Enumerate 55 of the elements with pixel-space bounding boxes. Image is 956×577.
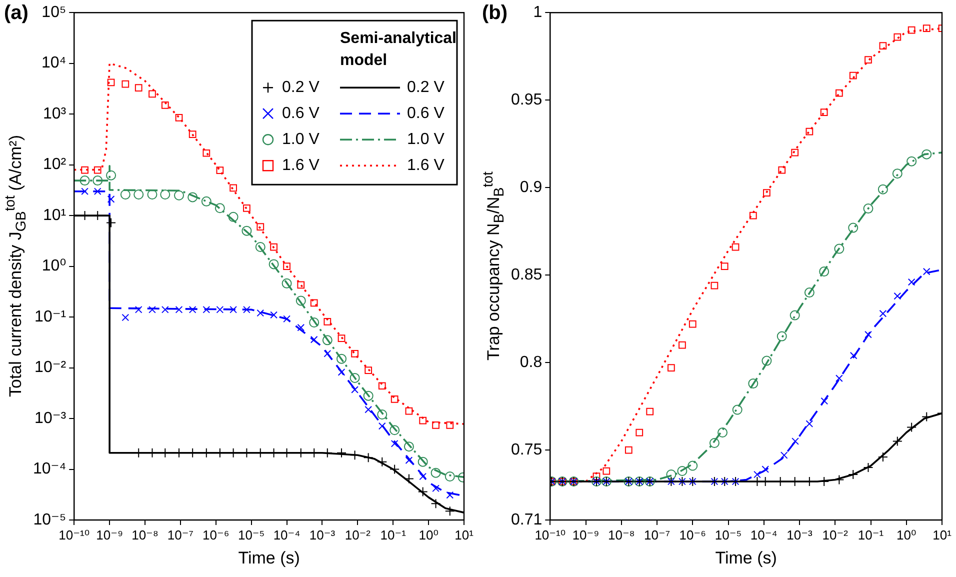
y-tick-label: 0.71 xyxy=(511,511,542,528)
x-tick-label: 10⁻⁴ xyxy=(750,527,778,542)
y-tick-label: 0.9 xyxy=(520,178,542,196)
legend-label: 0.6 V xyxy=(407,105,445,122)
y-tick-label: 10³ xyxy=(42,105,67,122)
x-tick-label: 10⁻³ xyxy=(786,527,813,542)
x-tick-label: 10⁻² xyxy=(822,527,849,542)
x-tick-label: 10¹ xyxy=(454,527,474,542)
y-tick-label: 10⁻⁴ xyxy=(32,460,66,478)
x-tick-label: 10⁻⁷ xyxy=(167,527,194,542)
x-tick-label: 10⁻¹⁰ xyxy=(58,527,90,542)
x-axis-title: Time (s) xyxy=(715,548,777,568)
y-tick-label: 10⁻¹ xyxy=(34,308,66,326)
x-tick-label: 10⁻⁶ xyxy=(679,527,706,542)
y-tick-label: 10⁴ xyxy=(41,54,66,72)
x-tick-label: 10⁻⁶ xyxy=(202,527,230,542)
x-tick-label: 10⁰ xyxy=(418,527,438,542)
legend-label: 1.6 V xyxy=(282,157,320,174)
y-tick-label: 10⁵ xyxy=(42,4,66,22)
x-tick-label: 10⁻⁸ xyxy=(132,527,158,542)
y-tick-label: 10¹ xyxy=(42,206,66,224)
x-tick-label: 10⁻⁹ xyxy=(96,527,124,542)
x-tick-label: 10⁻² xyxy=(344,527,372,542)
x-tick-label: 10⁻⁹ xyxy=(572,527,600,542)
y-tick-label: 0.8 xyxy=(520,354,542,371)
y-tick-label: 0.95 xyxy=(511,91,542,108)
x-tick-label: 10⁻¹ xyxy=(858,527,884,542)
chart-title: (a) xyxy=(4,2,28,25)
x-tick-label: 10⁻³ xyxy=(309,527,336,542)
legend-label: 0.2 V xyxy=(407,79,445,96)
x-tick-label: 10⁻⁵ xyxy=(238,527,265,542)
legend-label: 1.0 V xyxy=(407,131,445,148)
x-tick-label: 10⁻⁷ xyxy=(644,527,670,542)
legend-label: 0.6 V xyxy=(282,105,320,122)
y-tick-label: 0.75 xyxy=(511,441,542,458)
x-axis-title: Time (s) xyxy=(238,548,300,568)
y-tick-label: 10⁻² xyxy=(34,359,67,376)
y-tick-label: 10² xyxy=(42,156,67,174)
y-tick-label: 10⁰ xyxy=(42,258,66,275)
y-tick-label: 10⁻³ xyxy=(34,410,67,427)
x-tick-label: 10⁻¹⁰ xyxy=(534,527,566,542)
y-tick-label: 10⁻⁵ xyxy=(33,511,66,528)
x-tick-label: 10¹ xyxy=(932,527,952,542)
x-tick-label: 10⁻⁸ xyxy=(608,527,635,542)
legend-label: 1.0 V xyxy=(282,131,320,148)
y-tick-label: 1 xyxy=(533,4,542,22)
x-tick-label: 10⁻⁵ xyxy=(714,527,742,542)
legend-label: 1.6 V xyxy=(407,157,445,174)
x-tick-label: 10⁻⁴ xyxy=(273,527,300,542)
legend-title: Semi-analytical model xyxy=(340,30,456,70)
legend-label: 0.2 V xyxy=(282,79,320,96)
x-tick-label: 10⁰ xyxy=(896,527,916,542)
x-tick-label: 10⁻¹ xyxy=(380,527,407,542)
chart-title: (b) xyxy=(482,2,508,25)
y-tick-label: 0.85 xyxy=(511,266,542,284)
